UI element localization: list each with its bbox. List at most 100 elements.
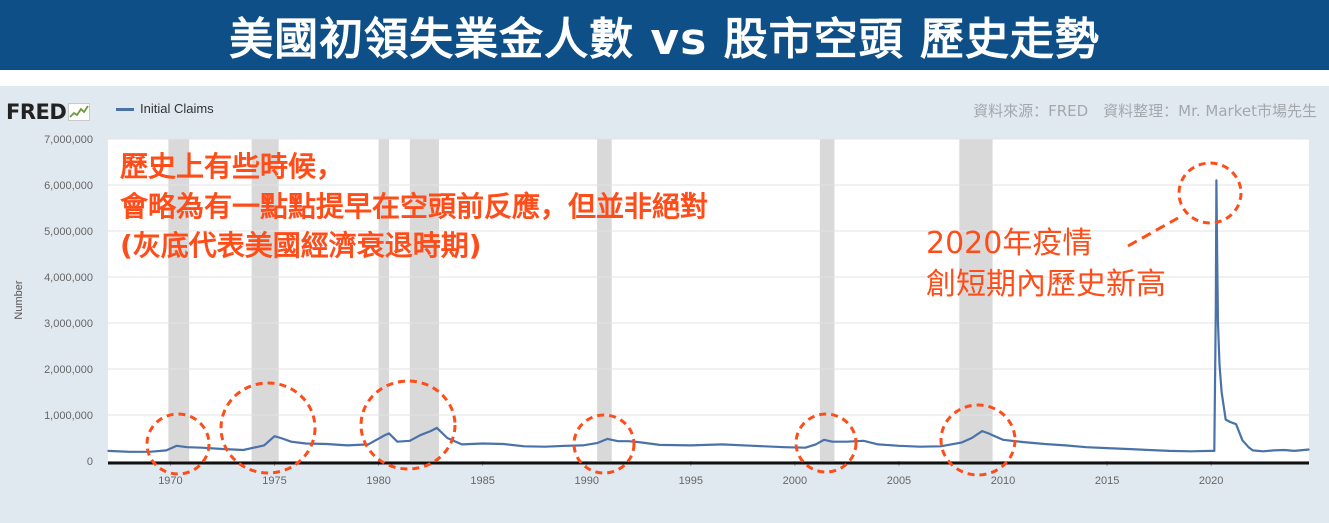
x-tick-label: 2020 (1199, 475, 1223, 487)
data-point (877, 443, 879, 446)
data-point (165, 449, 168, 452)
y-tick-label: 0 (87, 456, 93, 468)
data-point (1218, 363, 1221, 366)
x-tick-label: 2005 (887, 475, 911, 487)
data-point (1168, 450, 1171, 452)
data-point (523, 445, 526, 448)
data-point (627, 440, 630, 443)
data-point (1127, 448, 1129, 450)
y-tick-label: 3,000,000 (44, 318, 93, 330)
data-point (804, 446, 807, 449)
data-point (1210, 450, 1212, 452)
data-point (596, 442, 598, 444)
data-point (995, 436, 998, 438)
data-point (502, 443, 505, 445)
data-point (263, 444, 265, 447)
data-point (1064, 444, 1067, 447)
data-point (823, 439, 825, 441)
recession-band (409, 139, 439, 461)
data-point (637, 441, 640, 443)
data-point (367, 443, 369, 446)
fred-chart-icon (68, 103, 91, 121)
recession-band (819, 139, 835, 461)
data-point (690, 444, 692, 447)
data-point (436, 427, 438, 429)
data-point (1293, 450, 1296, 452)
title-banner: 美國初領失業金人數 vs 股市空頭 歷史走勢 (0, 0, 1329, 70)
data-point (242, 449, 245, 451)
data-point (1220, 391, 1223, 393)
data-point (409, 439, 411, 442)
y-axis-label: Number (13, 280, 25, 319)
data-point (1043, 443, 1046, 445)
data-point (388, 432, 390, 435)
annotation-left-line: 歷史上有些時候， (120, 150, 344, 183)
data-point (971, 437, 973, 439)
recession-band (251, 139, 279, 461)
data-point (1262, 450, 1265, 453)
data-point (831, 440, 834, 443)
data-point (846, 440, 848, 443)
data-point (384, 434, 386, 437)
data-point (1215, 179, 1218, 182)
data-point (1308, 448, 1310, 451)
data-point (186, 446, 188, 449)
data-point (1147, 449, 1150, 451)
data-point (128, 451, 130, 453)
data-point (544, 445, 546, 448)
banner-title: 美國初領失業金人數 vs 股市空頭 歷史走勢 (229, 14, 1100, 65)
x-tick-label: 2000 (783, 475, 807, 487)
data-point (1247, 446, 1250, 449)
data-point (304, 442, 307, 445)
highlight-circle (794, 412, 858, 474)
data-point (1085, 446, 1088, 449)
y-tick-label: 7,000,000 (44, 134, 93, 146)
legend-swatch (116, 108, 134, 111)
x-tick-label: 2010 (991, 475, 1015, 487)
data-point (481, 442, 484, 445)
series-line-initial-claims (107, 179, 1310, 453)
highlight-circle (1177, 161, 1243, 225)
data-point (175, 445, 178, 447)
highlight-circle (359, 379, 457, 471)
data-point (429, 430, 432, 432)
y-tick-label: 4,000,000 (44, 272, 93, 284)
data-point (290, 440, 292, 443)
data-point (396, 440, 399, 443)
data-point (107, 450, 109, 452)
data-point (346, 444, 349, 447)
data-point (1241, 439, 1244, 442)
data-point (862, 439, 865, 442)
data-point (898, 445, 900, 447)
data-point (1224, 418, 1227, 421)
x-tick-label: 1995 (679, 475, 703, 487)
data-point (1214, 308, 1217, 311)
data-point (200, 446, 203, 449)
data-point (1189, 450, 1192, 453)
highlight-circle (572, 413, 636, 475)
data-point (461, 443, 463, 446)
recession-band (959, 139, 993, 461)
source-note: 資料來源：FRED 資料整理：Mr. Market市場先生 (973, 102, 1317, 120)
x-tick-label: 1980 (366, 475, 390, 487)
data-point (783, 446, 786, 449)
y-tick-label: 2,000,000 (44, 364, 93, 376)
data-point (1235, 423, 1237, 426)
data-point (1216, 257, 1219, 260)
data-point (752, 445, 755, 447)
data-point (273, 435, 276, 437)
annotation-right-line: 2020年疫情 (926, 226, 1092, 261)
data-point (1106, 447, 1108, 449)
x-tick-label: 1970 (158, 475, 182, 487)
data-point (1252, 449, 1254, 452)
data-point (814, 443, 817, 446)
x-tick-label: 2015 (1095, 475, 1119, 487)
y-tick-label: 1,000,000 (44, 410, 93, 422)
recession-band (378, 139, 389, 461)
annotation-left-line: 會略為有一點點提早在空頭前反應，但並非絕對 (120, 190, 708, 223)
data-point (658, 444, 661, 446)
x-tick-label: 1990 (574, 475, 598, 487)
fred-logo-text: FRED (6, 100, 67, 124)
data-point (939, 445, 942, 448)
